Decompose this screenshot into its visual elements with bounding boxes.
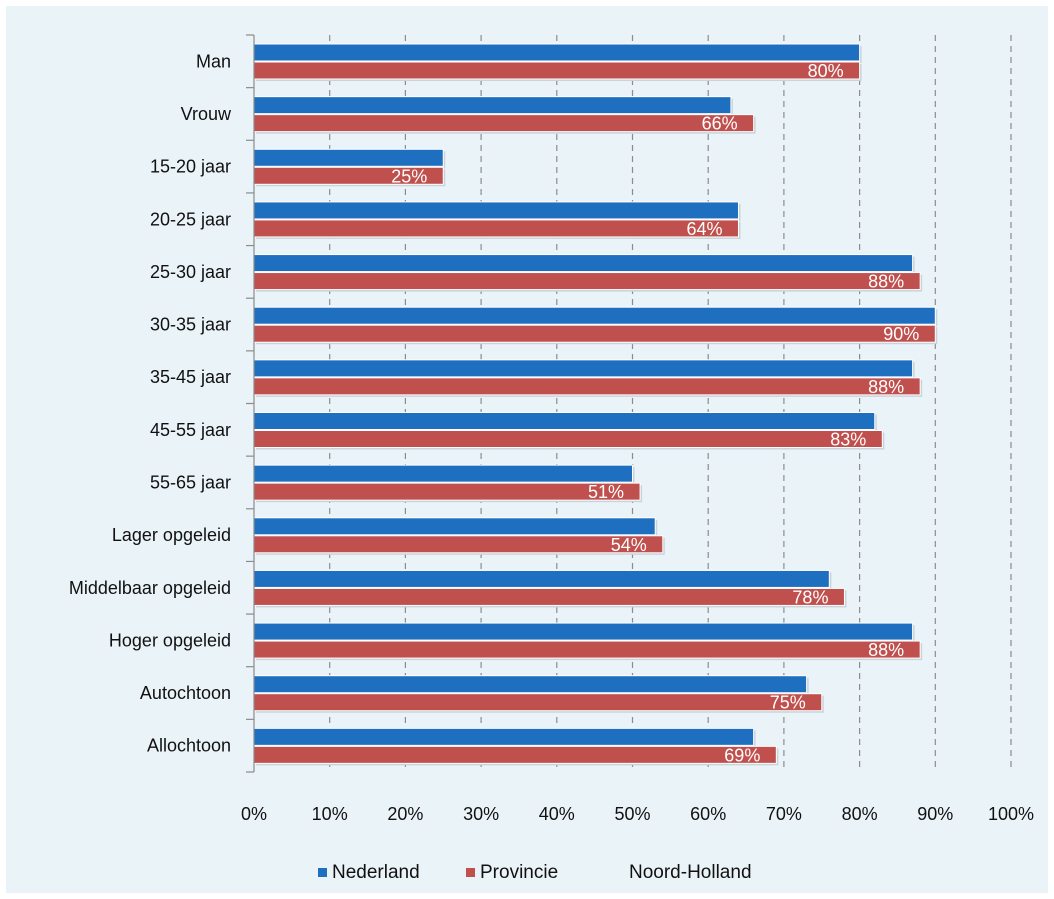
legend-extra-label: Noord-Holland (629, 858, 752, 888)
bar-nederland (253, 254, 914, 273)
bar-nederland (253, 517, 656, 536)
bar-provincie (253, 272, 921, 291)
x-tick-label: 20% (387, 804, 423, 824)
bar-provincie (253, 535, 664, 554)
legend: Nederland Provincie Noord-Holland (0, 858, 1054, 888)
x-tick-label: 80% (842, 804, 878, 824)
data-label: 69% (724, 745, 760, 765)
x-tick-label: 70% (766, 804, 802, 824)
category-label: Lager opgeleid (112, 525, 231, 545)
category-label: Hoger opgeleid (109, 630, 231, 650)
bar-nederland (253, 148, 444, 167)
data-label: 78% (792, 587, 828, 607)
category-label: 35-45 jaar (150, 367, 231, 387)
data-label: 66% (702, 114, 738, 134)
data-label: 54% (611, 535, 647, 555)
bar-provincie (253, 587, 845, 606)
bar-provincie (253, 430, 883, 448)
data-label: 88% (868, 272, 904, 292)
bar-provincie (253, 61, 861, 80)
category-label: 30-35 jaar (150, 315, 231, 335)
bar-nederland (253, 464, 633, 483)
bar-nederland (253, 727, 755, 746)
category-label: Autochtoon (140, 683, 231, 703)
x-tick-label: 60% (690, 804, 726, 824)
bar-nederland (253, 569, 830, 588)
bar-provincie (253, 377, 921, 396)
data-label: 80% (808, 61, 844, 81)
bar-provincie (253, 114, 755, 133)
data-label: 75% (770, 693, 806, 713)
x-tick-label: 90% (917, 804, 953, 824)
category-label: Vrouw (181, 104, 232, 124)
legend-label-noord-holland: Noord-Holland (629, 862, 752, 883)
bar-provincie (253, 482, 641, 501)
x-tick-label: 30% (463, 804, 499, 824)
bar-provincie (253, 219, 739, 238)
bar-provincie (253, 640, 921, 659)
legend-label-provincie: Provincie (480, 862, 559, 883)
data-label: 88% (868, 640, 904, 660)
data-label: 25% (391, 166, 427, 186)
legend-item-provincie: Provincie (466, 858, 558, 888)
category-label: 55-65 jaar (150, 472, 231, 492)
bar-nederland (253, 622, 914, 641)
data-label: 83% (830, 430, 866, 450)
data-label: 88% (868, 377, 904, 397)
bar-nederland (253, 675, 808, 694)
bar-provincie (253, 693, 823, 712)
bar-nederland (253, 412, 876, 430)
bar-provincie (253, 745, 777, 764)
category-label: Allochtoon (147, 736, 231, 756)
category-label: 20-25 jaar (150, 209, 231, 229)
bar-nederland (253, 359, 914, 378)
x-tick-label: 10% (312, 804, 348, 824)
bar-nederland (253, 306, 936, 325)
x-tick-label: 100% (988, 804, 1034, 824)
category-label: 25-30 jaar (150, 262, 231, 282)
legend-swatch-provincie (466, 868, 475, 877)
category-label: 45-55 jaar (150, 420, 231, 440)
legend-label-nederland: Nederland (332, 862, 420, 883)
category-label: Man (196, 51, 231, 71)
bar-nederland (253, 201, 739, 220)
x-tick-label: 50% (614, 804, 650, 824)
legend-swatch-nederland (318, 868, 327, 877)
data-label: 90% (883, 324, 919, 344)
bar-nederland (253, 96, 732, 115)
bar-nederland (253, 43, 861, 62)
category-label: 15-20 jaar (150, 157, 231, 177)
data-label: 51% (588, 482, 624, 502)
x-tick-label: 40% (539, 804, 575, 824)
data-label: 64% (686, 219, 722, 239)
bar-provincie (253, 324, 936, 343)
x-tick-label: 0% (241, 804, 267, 824)
legend-item-nederland: Nederland (318, 858, 420, 888)
category-label: Middelbaar opgeleid (69, 578, 231, 598)
